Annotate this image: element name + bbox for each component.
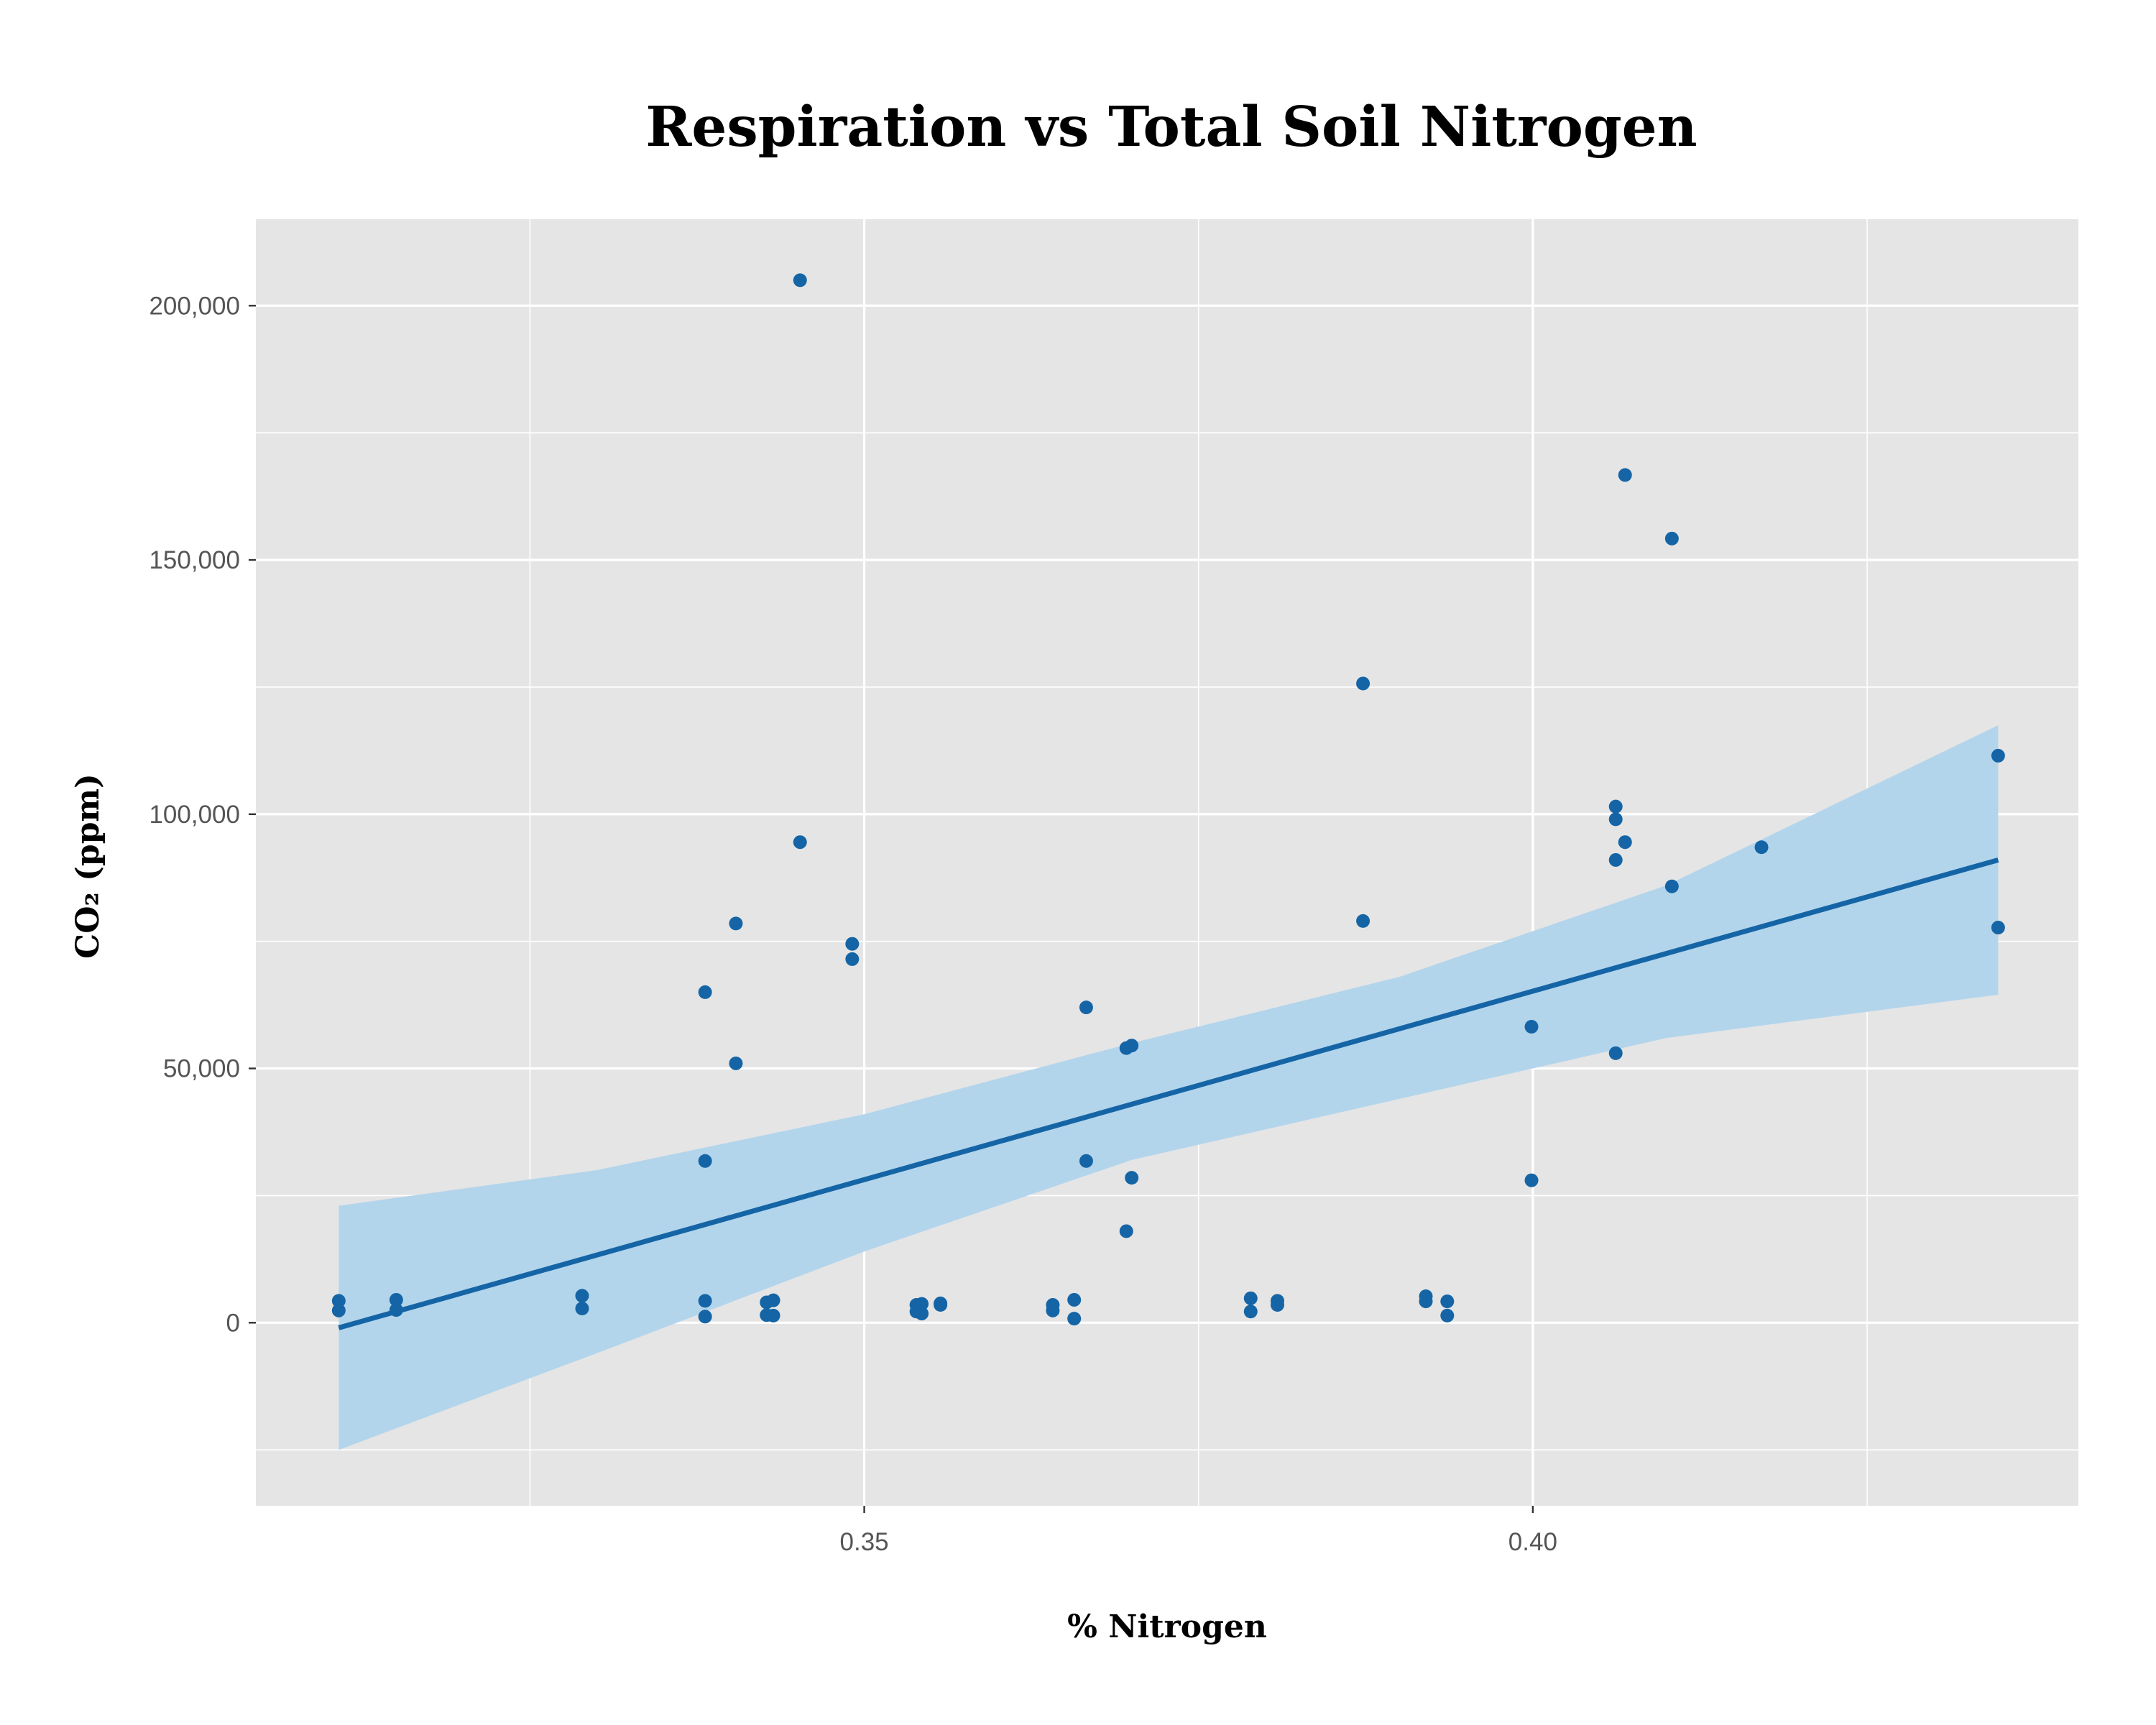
data-point	[698, 1154, 712, 1168]
data-point	[698, 985, 712, 999]
chart-title: Respiration vs Total Soil Nitrogen	[645, 95, 1697, 160]
data-point	[1125, 1039, 1139, 1053]
fit-line	[338, 857, 1999, 1330]
data-point	[1243, 1305, 1258, 1319]
data-point	[389, 1303, 403, 1317]
data-point	[934, 1298, 948, 1312]
data-point	[1119, 1224, 1133, 1238]
data-point	[575, 1301, 589, 1315]
data-point	[1440, 1294, 1455, 1309]
data-point	[1067, 1292, 1082, 1307]
y-tick-label: 200,000	[149, 292, 240, 320]
data-points	[331, 273, 2005, 1326]
data-point	[1079, 1000, 1093, 1015]
data-point	[1608, 812, 1623, 827]
y-tick-label: 50,000	[163, 1055, 240, 1083]
data-point	[1991, 748, 2005, 763]
data-point	[1067, 1312, 1082, 1326]
data-point	[793, 835, 807, 850]
x-tick-label: 0.40	[1508, 1528, 1557, 1556]
data-point	[1618, 468, 1632, 482]
y-tick-label: 0	[226, 1309, 240, 1337]
x-tick-label: 0.35	[840, 1528, 889, 1556]
data-point	[766, 1293, 780, 1307]
y-axis-title: CO₂ (ppm)	[70, 773, 106, 959]
confidence-band	[338, 725, 1999, 1450]
data-point	[1524, 1173, 1539, 1187]
data-point	[389, 1292, 403, 1307]
data-point	[915, 1307, 929, 1321]
data-point	[729, 916, 743, 931]
data-point	[698, 1310, 712, 1324]
data-point	[1524, 1020, 1539, 1034]
data-point	[1079, 1154, 1093, 1168]
data-point	[1608, 799, 1623, 814]
data-point	[698, 1294, 712, 1308]
data-point	[793, 273, 807, 288]
data-point	[915, 1297, 929, 1311]
data-point	[575, 1289, 589, 1303]
data-point	[1664, 531, 1679, 546]
data-point	[845, 952, 860, 966]
data-point	[1046, 1303, 1060, 1317]
data-point	[1608, 1046, 1623, 1060]
y-tick-label: 150,000	[149, 546, 240, 574]
data-point	[1125, 1171, 1139, 1185]
data-point	[766, 1308, 780, 1322]
data-point	[1991, 921, 2005, 935]
data-point	[331, 1303, 346, 1317]
data-point	[1618, 835, 1632, 850]
data-point	[1270, 1298, 1284, 1312]
data-point	[1664, 879, 1679, 893]
x-axis-title: % Nitrogen	[1067, 1609, 1267, 1645]
x-axis: 0.35 0.40	[840, 1506, 1557, 1556]
data-point	[331, 1294, 346, 1308]
data-point	[1419, 1294, 1433, 1309]
data-point	[845, 937, 860, 951]
data-point	[729, 1056, 743, 1070]
y-tick-label: 100,000	[149, 801, 240, 829]
data-point	[1356, 676, 1370, 691]
data-point	[1356, 914, 1370, 928]
y-axis: 0 50,000 100,000 150,000 200,000	[149, 292, 256, 1337]
data-point	[1754, 840, 1769, 855]
data-point	[1440, 1308, 1455, 1322]
data-point	[1608, 852, 1623, 867]
data-point	[1243, 1291, 1258, 1305]
